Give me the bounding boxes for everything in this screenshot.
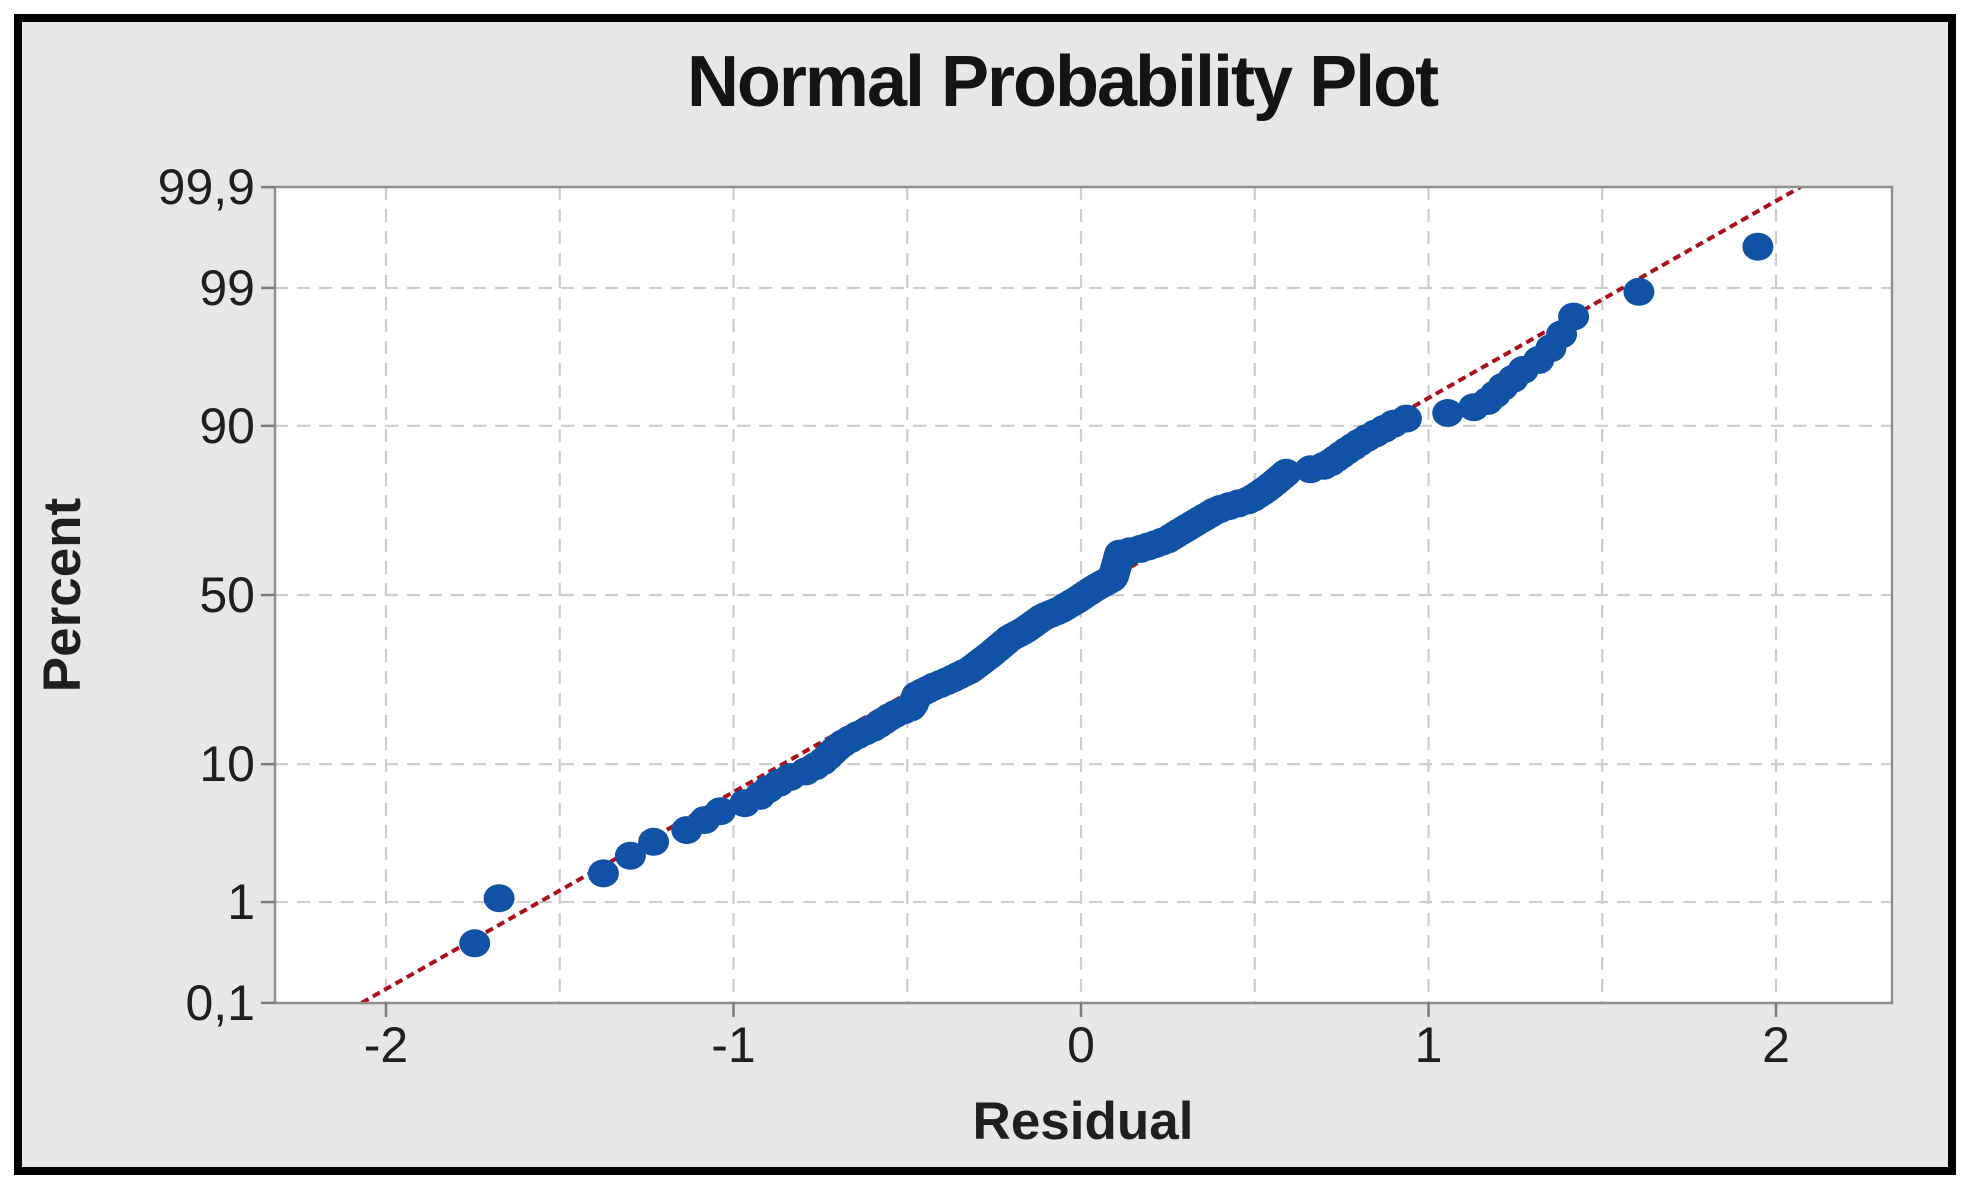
data-point	[1390, 404, 1422, 433]
x-tick-label: 1	[1415, 1017, 1443, 1073]
x-tick-label: 2	[1762, 1017, 1790, 1073]
data-point	[638, 827, 670, 856]
x-tick-label: -1	[711, 1017, 755, 1073]
y-tick-label: 10	[199, 736, 255, 792]
x-axis-title: Residual	[973, 1092, 1194, 1151]
y-tick-label: 90	[199, 398, 255, 454]
chart-title: Normal Probability Plot	[687, 42, 1439, 122]
tick-labels: 99,9 99 90 50 10 1 0,1 -2 -1 0 1 2	[158, 159, 1790, 1073]
data-point	[704, 797, 736, 826]
y-tick-label: 0,1	[185, 975, 255, 1031]
data-point	[1270, 458, 1302, 487]
data-point	[1742, 232, 1774, 261]
y-tick-label: 50	[199, 567, 255, 623]
y-tick-label: 1	[227, 874, 255, 930]
data-point	[1432, 399, 1464, 427]
data-point	[614, 841, 646, 870]
data-point	[459, 929, 491, 958]
gridlines	[275, 187, 1892, 1003]
data-point	[587, 859, 619, 888]
data-points	[459, 232, 1774, 958]
tick-marks	[261, 185, 1778, 1017]
y-tick-label: 99,9	[158, 159, 255, 215]
x-tick-label: 0	[1067, 1017, 1095, 1073]
y-tick-label: 99	[199, 260, 255, 316]
data-point	[1558, 302, 1590, 331]
data-point	[483, 884, 515, 913]
x-tick-label: -2	[364, 1017, 408, 1073]
y-axis-title: Percent	[33, 498, 92, 692]
data-point	[1623, 277, 1655, 306]
